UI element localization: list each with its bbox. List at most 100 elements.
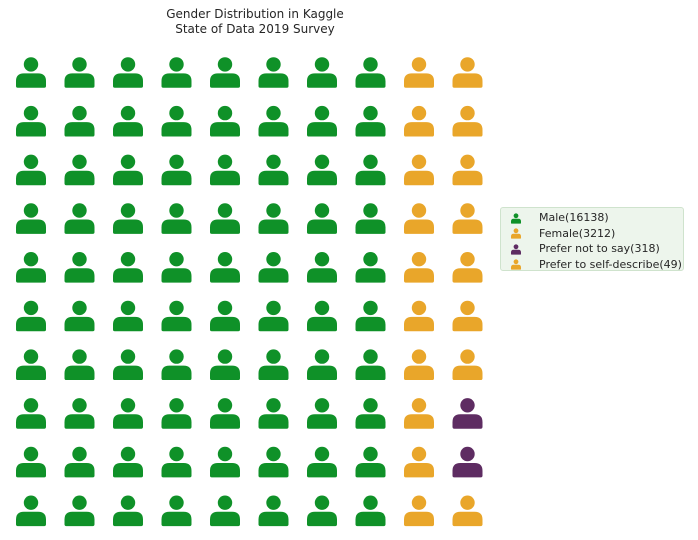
waffle-icon-male <box>258 57 289 88</box>
waffle-icon-prefer-not-to-say <box>452 398 483 429</box>
waffle-icon-male <box>307 398 337 429</box>
waffle-icon-male <box>258 398 289 429</box>
waffle-icon-female <box>404 105 434 137</box>
waffle-icon-male <box>16 203 46 234</box>
waffle-icon-male <box>355 154 386 186</box>
waffle-icon-male <box>64 349 95 380</box>
waffle-icon-male <box>355 57 386 88</box>
legend-item-self-describe: Prefer to self-describe(49) <box>510 257 683 273</box>
waffle-icon-male <box>210 300 240 332</box>
waffle-icon-male <box>258 446 289 478</box>
waffle-icon-male <box>64 398 95 429</box>
waffle-icon-male <box>64 252 95 283</box>
waffle-icon-male <box>113 105 143 137</box>
waffle-icon-male <box>16 252 46 283</box>
waffle-icon-self-describe <box>452 495 483 527</box>
waffle-icon-male <box>210 203 240 234</box>
waffle-icon-female <box>404 300 434 332</box>
waffle-icon-male <box>307 252 337 283</box>
waffle-icon-male <box>161 154 192 186</box>
waffle-icon-male <box>355 349 386 380</box>
waffle-icon-male <box>258 349 289 380</box>
waffle-icon-male <box>258 154 289 186</box>
waffle-icon-male <box>307 495 337 527</box>
waffle-icon-male <box>16 398 46 429</box>
waffle-icon-male <box>113 398 143 429</box>
waffle-icon-male <box>113 495 143 527</box>
legend-user-icon <box>511 259 521 270</box>
waffle-icon-female <box>452 300 483 332</box>
waffle-icon-female <box>404 203 434 234</box>
waffle-icon-male <box>258 203 289 234</box>
waffle-icon-male <box>161 495 192 527</box>
waffle-icon-male <box>355 398 386 429</box>
waffle-icon-male <box>16 300 46 332</box>
waffle-icon-male <box>307 446 337 478</box>
waffle-icon-male <box>307 105 337 137</box>
waffle-icon-male <box>64 105 95 137</box>
waffle-icon-male <box>355 203 386 234</box>
chart-title-line-1: Gender Distribution in Kaggle <box>166 7 344 21</box>
waffle-icon-male <box>210 495 240 527</box>
waffle-icon-male <box>355 252 386 283</box>
waffle-icon-male <box>258 495 289 527</box>
waffle-icon-female <box>404 495 434 527</box>
waffle-icon-male <box>113 57 143 88</box>
legend-label: Female(3212) <box>539 226 616 240</box>
waffle-icon-male <box>210 446 240 478</box>
legend-marker-female <box>511 228 521 239</box>
chart-title: Gender Distribution in Kaggle State of D… <box>55 7 455 37</box>
waffle-icon-male <box>113 300 143 332</box>
waffle-icon-female <box>452 252 483 283</box>
waffle-icon-male <box>161 203 192 234</box>
legend-item-prefer-not-to-say: Prefer not to say(318) <box>510 241 683 257</box>
waffle-icon-male <box>161 105 192 137</box>
waffle-icon-male <box>16 495 46 527</box>
waffle-icon-male <box>307 57 337 88</box>
legend-user-icon <box>511 228 521 239</box>
waffle-icon-female <box>404 252 434 283</box>
waffle-icon-male <box>16 154 46 186</box>
waffle-icon-male <box>210 154 240 186</box>
waffle-icon-female <box>452 105 483 137</box>
waffle-icon-male <box>64 154 95 186</box>
waffle-icon-male <box>113 349 143 380</box>
waffle-icon-male <box>113 446 143 478</box>
waffle-icon-male <box>161 300 192 332</box>
legend-label: Male(16138) <box>539 211 609 225</box>
waffle-icon-male <box>16 57 46 88</box>
waffle-icon-male <box>258 300 289 332</box>
waffle-icon-female <box>404 154 434 186</box>
waffle-icon-male <box>161 446 192 478</box>
waffle-icon-male <box>355 105 386 137</box>
waffle-icon-male <box>113 154 143 186</box>
waffle-icon-female <box>452 57 483 88</box>
waffle-icon-male <box>161 252 192 283</box>
legend-label: Prefer to self-describe(49) <box>539 257 682 271</box>
waffle-icon-male <box>64 203 95 234</box>
waffle-icon-male <box>16 349 46 380</box>
legend-item-male: Male(16138) <box>510 210 683 226</box>
waffle-icon-male <box>64 446 95 478</box>
legend-marker-prefer-not-to-say <box>511 244 521 255</box>
legend-marker-male <box>511 213 521 224</box>
waffle-icon-prefer-not-to-say <box>452 446 483 478</box>
chart-title-line-2: State of Data 2019 Survey <box>175 22 335 36</box>
waffle-icon-male <box>64 300 95 332</box>
waffle-icon-female <box>452 203 483 234</box>
waffle-icon-male <box>307 154 337 186</box>
waffle-icon-female <box>404 57 434 88</box>
waffle-icon-male <box>16 105 46 137</box>
legend-user-icon <box>511 244 521 255</box>
waffle-icon-male <box>210 398 240 429</box>
waffle-icon-male <box>113 252 143 283</box>
waffle-icon-male <box>113 203 143 234</box>
waffle-icon-male <box>161 398 192 429</box>
waffle-icon-male <box>355 300 386 332</box>
waffle-icon-male <box>258 252 289 283</box>
waffle-icon-male <box>355 446 386 478</box>
waffle-icon-male <box>161 349 192 380</box>
waffle-icon-male <box>16 446 46 478</box>
waffle-icon-female <box>404 349 434 380</box>
